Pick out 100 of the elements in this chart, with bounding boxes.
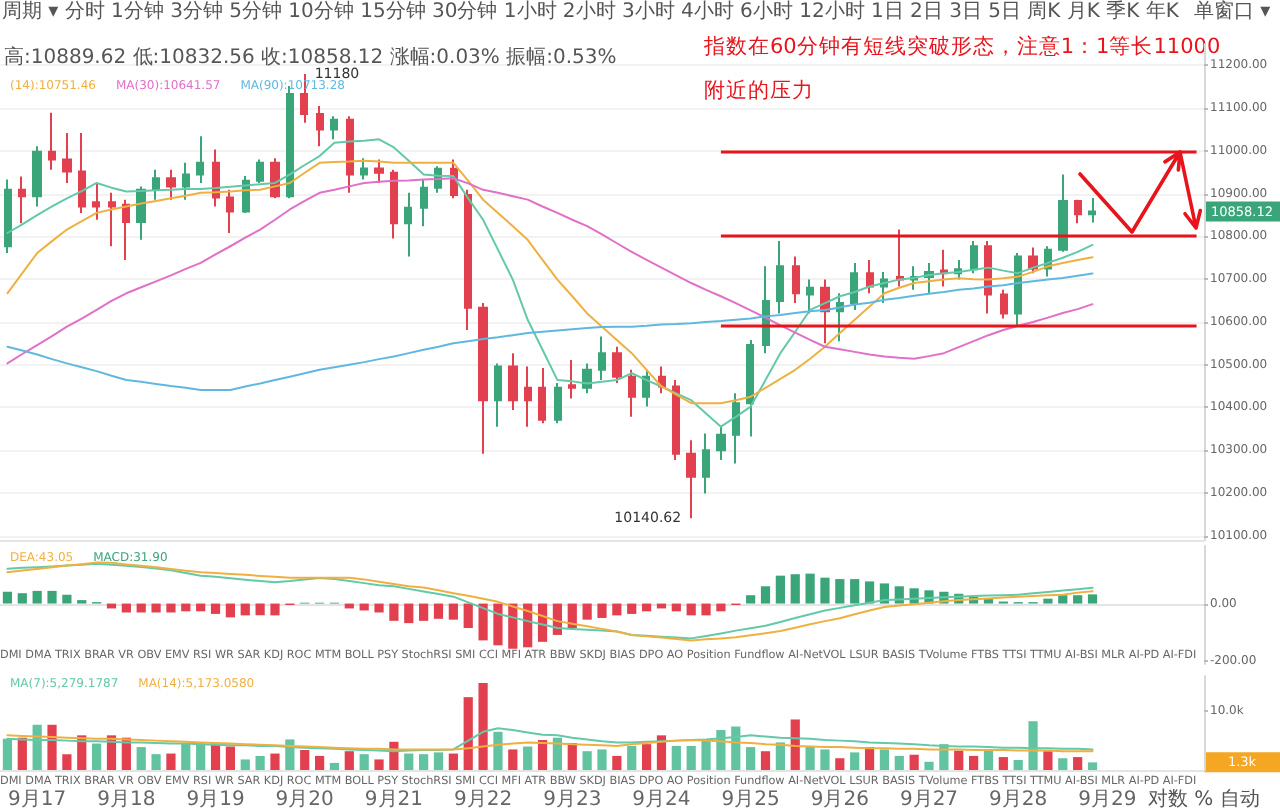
candlestick [598, 335, 606, 382]
bar [864, 581, 875, 604]
candlestick [316, 105, 324, 148]
candlestick [850, 261, 858, 311]
bar [1087, 762, 1098, 770]
bar [686, 603, 696, 616]
text: 单窗口 ▾ [1194, 0, 1271, 23]
x-tick-label: 9月20 [275, 789, 334, 811]
bar [1073, 595, 1083, 604]
candlestick [612, 345, 622, 385]
bar [17, 737, 27, 770]
bar [597, 603, 607, 618]
bar [760, 751, 771, 770]
bar [478, 603, 488, 641]
annotation: 高:10889.62 低:10832.56 收:10858.12 涨幅:0.03% 振幅:0.53% [4, 45, 617, 69]
bar [463, 697, 473, 770]
bar [746, 747, 756, 770]
bar [47, 590, 57, 604]
bar [1043, 751, 1053, 770]
candlestick [62, 131, 72, 184]
bar [850, 579, 860, 604]
bar [820, 749, 830, 770]
x-tick-label: 9月19 [186, 789, 245, 811]
bar [478, 683, 488, 770]
bar [716, 603, 726, 612]
candlestick [152, 168, 160, 201]
candlestick [1088, 197, 1096, 224]
bar [790, 574, 800, 604]
bar [701, 603, 711, 616]
candlestick [196, 135, 204, 184]
candlestick [940, 248, 948, 288]
bar [612, 603, 622, 616]
bar [597, 749, 607, 770]
bar [850, 752, 860, 770]
candlestick [672, 379, 680, 462]
candlestick [374, 158, 384, 184]
bar [998, 757, 1008, 770]
text: 周期 ▾ 分时 1分钟 3分钟 5分钟 10分钟 15分钟 30分钟 1小时 2小时 3小时 4小时 6小时 12小时 1日 2日 3日 5日 周K 月K 季K 年K [2, 0, 1180, 23]
x-tick-label: 9月27 [899, 789, 959, 811]
candlestick [122, 198, 130, 261]
bar [433, 603, 444, 619]
candlestick [478, 302, 488, 455]
bar [166, 753, 176, 770]
x-tick-label: 9月24 [632, 789, 691, 811]
bar [1087, 594, 1098, 604]
candlestick [212, 148, 220, 208]
candlestick [346, 115, 354, 194]
candlestick [494, 362, 502, 428]
bar [419, 603, 429, 621]
bar [389, 603, 399, 621]
bar [1043, 598, 1053, 604]
x-tick-label: 9月26 [810, 789, 869, 811]
bar [240, 603, 250, 616]
candlestick [464, 188, 472, 332]
bar [62, 594, 72, 604]
candlestick [836, 292, 844, 343]
line-series [6, 159, 1094, 405]
candlestick [1000, 288, 1008, 320]
bar [671, 745, 681, 770]
bar [775, 575, 785, 604]
annotation: 指数在60分钟有短线突破形态，注意1：1等长11000 [702, 33, 1221, 59]
bar [969, 755, 979, 770]
annotation: 附近的压力 [704, 77, 814, 103]
bar [463, 603, 473, 629]
candlestick [970, 240, 978, 275]
bar [746, 595, 756, 604]
candlestick [360, 157, 368, 181]
bar [255, 755, 265, 770]
bar [656, 735, 667, 770]
bar [374, 603, 384, 613]
bar [151, 603, 161, 613]
bar [329, 762, 340, 770]
candlestick [702, 432, 710, 495]
candlestick [330, 115, 338, 141]
candlestick [48, 111, 56, 171]
bar [300, 750, 310, 770]
candlestick [1058, 173, 1068, 253]
x-tick-label: 9月29 [1078, 789, 1137, 811]
candlestick [746, 338, 754, 438]
candlestick [226, 188, 234, 234]
candlestick [628, 368, 636, 418]
candlestick [182, 161, 190, 201]
bar [1058, 758, 1068, 770]
candlestick [32, 145, 42, 208]
bar [790, 719, 800, 770]
candlestick [568, 358, 576, 400]
candlestick [92, 181, 100, 221]
candlestick [896, 228, 904, 288]
line-series [6, 177, 1094, 365]
bar [567, 742, 577, 770]
candlestick [404, 191, 412, 258]
bar [835, 758, 845, 770]
bar [210, 603, 221, 614]
bar [270, 753, 280, 770]
x-tick-label: 9月28 [989, 789, 1048, 811]
bar [864, 747, 875, 770]
line-series [6, 272, 1094, 391]
bar [493, 603, 503, 646]
bar [151, 754, 161, 770]
x-tick-label: 9月21 [364, 789, 423, 811]
